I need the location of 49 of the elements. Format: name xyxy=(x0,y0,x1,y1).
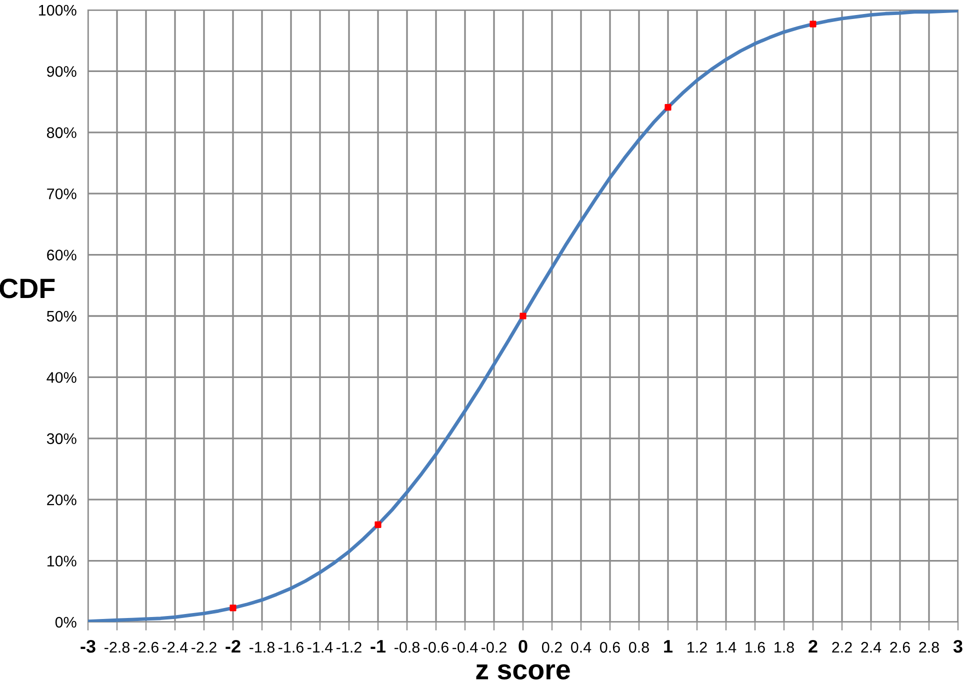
x-tick-label: -1.8 xyxy=(250,642,274,653)
y-tick-label: 20% xyxy=(47,494,76,506)
x-tick-label: -2 xyxy=(226,640,240,653)
x-tick-label: 2.8 xyxy=(919,642,939,653)
x-tick-label: -2.6 xyxy=(134,642,158,653)
x-tick-label: -2.2 xyxy=(192,642,216,653)
x-tick-label: 2.2 xyxy=(832,642,852,653)
x-tick-label: -1.6 xyxy=(278,642,304,653)
x-tick-label: 1.6 xyxy=(746,642,765,653)
x-tick-label: -0.2 xyxy=(482,642,506,653)
y-axis-title: CDF xyxy=(0,278,55,298)
x-tick-label: -3 xyxy=(80,640,96,653)
x-tick-label: -2.8 xyxy=(104,642,130,653)
x-tick-label: -2.4 xyxy=(162,642,188,653)
x-tick-label: 0 xyxy=(518,640,528,653)
x-axis-title: z score xyxy=(476,664,570,680)
point xyxy=(810,20,816,28)
point xyxy=(520,312,526,320)
x-tick-label: 0.2 xyxy=(542,642,562,653)
y-tick-label: 90% xyxy=(47,66,76,77)
point xyxy=(230,604,236,612)
x-tick-label: 1.4 xyxy=(716,642,736,653)
point xyxy=(374,521,382,528)
x-tick-label: 2 xyxy=(808,640,818,653)
x-tick-label: 0.6 xyxy=(600,642,620,653)
x-tick-label: -0.6 xyxy=(424,642,448,653)
x-tick-label: -1 xyxy=(370,640,386,653)
x-tick-label: -0.8 xyxy=(394,642,420,653)
x-tick-label: 2.6 xyxy=(890,642,910,653)
y-tick-label: 60% xyxy=(47,250,76,260)
x-tick-label: 1 xyxy=(664,640,673,653)
y-tick-label: 10% xyxy=(47,556,76,566)
y-tick-label: 80% xyxy=(46,127,76,138)
x-tick-label: 0.8 xyxy=(628,642,649,653)
x-tick-label: 2.4 xyxy=(861,642,882,653)
x-tick-label: 3 xyxy=(953,640,962,653)
y-tick-label: 50% xyxy=(46,310,76,322)
x-tick-label: 1.2 xyxy=(688,642,707,653)
y-tick-label: 100% xyxy=(38,4,76,16)
x-tick-label: -1.4 xyxy=(308,642,333,653)
x-tick-label: -1.2 xyxy=(336,642,362,653)
x-tick-label: 0.4 xyxy=(570,642,592,653)
y-tick-label: 0% xyxy=(55,616,76,628)
point xyxy=(664,104,672,111)
x-tick-label: 1.8 xyxy=(774,642,794,653)
y-tick-label: 40% xyxy=(46,372,76,383)
y-tick-label: 70% xyxy=(47,188,76,200)
x-tick-label: -0.4 xyxy=(452,642,478,653)
y-tick-label: 30% xyxy=(46,433,76,444)
